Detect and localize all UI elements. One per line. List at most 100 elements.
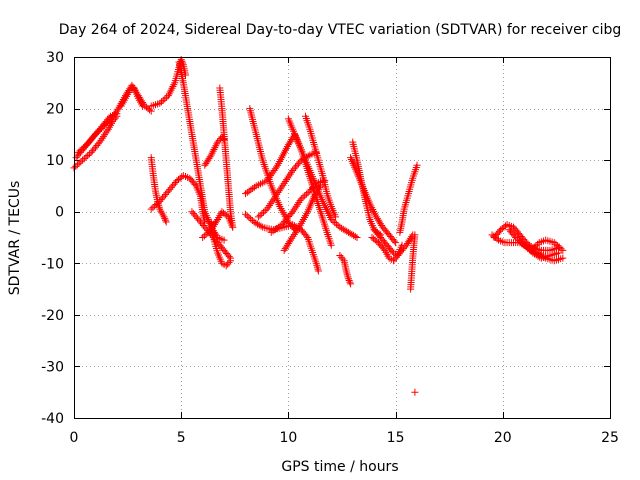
data-point-marker (84, 139, 92, 147)
data-point-marker (304, 189, 312, 197)
x-tick-label: 15 (387, 430, 405, 446)
data-point-marker (351, 232, 359, 240)
data-point-marker (222, 262, 230, 270)
data-point-marker (254, 213, 262, 221)
data-point-marker (343, 269, 351, 277)
data-point-marker (299, 193, 307, 201)
data-point-marker (261, 207, 269, 215)
data-point-marker (149, 204, 157, 212)
data-point-marker (181, 71, 189, 79)
data-point-marker (373, 237, 381, 245)
data-point-marker (159, 194, 167, 202)
chart-title: Day 264 of 2024, Sidereal Day-to-day VTE… (59, 22, 622, 38)
data-point-marker (169, 182, 177, 190)
data-point-marker (517, 238, 525, 246)
data-point-marker (164, 187, 172, 195)
data-point-marker (243, 188, 251, 196)
data-point-marker (347, 280, 355, 288)
data-point-marker (198, 220, 206, 228)
data-point-marker (554, 242, 562, 250)
data-point-marker (160, 213, 168, 221)
data-point-marker (93, 129, 101, 137)
data-point-marker (256, 211, 264, 219)
data-point-marker (528, 245, 536, 253)
data-point-marker (314, 267, 322, 275)
data-point-marker (250, 183, 258, 191)
data-point-marker (83, 141, 91, 149)
data-point-marker (86, 137, 94, 145)
data-point-marker (98, 124, 106, 132)
data-point-marker (557, 245, 565, 253)
data-point-marker (162, 218, 170, 226)
data-point-marker (161, 216, 169, 224)
data-point-marker (79, 144, 87, 152)
data-point-marker (329, 217, 337, 225)
data-point-marker (166, 185, 174, 193)
data-point-marker (224, 260, 232, 268)
data-point-marker (74, 152, 82, 160)
data-point-marker (242, 210, 250, 218)
data-point-marker (87, 136, 95, 144)
data-point-marker (555, 243, 563, 251)
data-point-marker (81, 142, 89, 150)
data-point-marker (79, 156, 87, 164)
data-point-marker (200, 232, 208, 240)
data-point-marker (249, 185, 257, 193)
data-point-marker (188, 208, 196, 216)
data-point-marker (343, 271, 351, 279)
data-point-marker (258, 210, 266, 218)
data-point-marker (411, 388, 419, 396)
data-point-marker (527, 246, 535, 254)
data-point-marker (327, 215, 335, 223)
data-point-marker (336, 252, 344, 260)
data-point-marker (260, 208, 268, 216)
data-point-marker (289, 166, 297, 174)
data-point-marker (199, 221, 207, 229)
data-point-marker (273, 224, 281, 232)
data-point-marker (154, 199, 162, 207)
data-point-marker (413, 161, 421, 169)
data-point-marker (302, 190, 310, 198)
data-point-marker (398, 241, 406, 249)
x-axis-label: GPS time / hours (281, 459, 398, 475)
data-point-marker (392, 239, 400, 247)
data-point-marker (99, 123, 107, 131)
data-point-marker (292, 163, 300, 171)
data-point-marker (160, 192, 168, 200)
data-point-marker (510, 232, 518, 240)
data-point-marker (313, 261, 321, 269)
data-point-marker (327, 241, 335, 249)
data-point-marker (332, 220, 340, 228)
data-point-marker (225, 253, 233, 261)
y-tick-label: -30 (41, 359, 64, 375)
data-point-marker (390, 237, 398, 245)
data-point-marker (75, 159, 83, 167)
data-point-marker (411, 231, 419, 239)
data-point-marker (272, 163, 280, 171)
y-tick-label: -40 (41, 411, 64, 427)
data-point-marker (214, 138, 222, 146)
data-point-marker (101, 122, 109, 130)
data-point-marker (75, 150, 83, 158)
data-point-marker (96, 126, 104, 134)
data-point-marker (159, 96, 167, 104)
data-point-marker (206, 153, 214, 161)
data-point-marker (189, 209, 197, 217)
data-point-marker (157, 196, 165, 204)
data-point-marker (84, 152, 92, 160)
data-point-marker (156, 99, 164, 107)
data-point-marker (112, 109, 120, 117)
data-point-marker (170, 180, 178, 188)
data-point-marker (515, 237, 523, 245)
data-point-marker (317, 182, 325, 190)
y-tick-label: 0 (55, 205, 64, 221)
data-point-marker (151, 202, 159, 210)
data-point-marker (276, 222, 284, 230)
data-point-marker (195, 216, 203, 224)
data-point-marker (90, 145, 98, 153)
data-point-marker (247, 215, 255, 223)
data-point-marker (388, 247, 396, 255)
data-point-marker (72, 154, 80, 162)
x-tick-label: 20 (494, 430, 512, 446)
